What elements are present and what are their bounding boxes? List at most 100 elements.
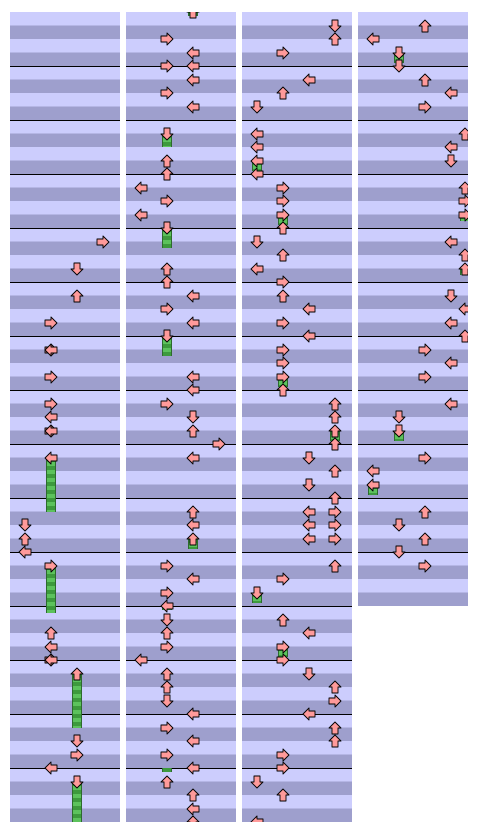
measure-line: [358, 336, 468, 337]
arrow-up-icon: [186, 505, 200, 519]
arrow-right-icon: [276, 46, 290, 60]
freeze-arrow-tail: [162, 228, 172, 249]
column-1: [10, 12, 120, 822]
arrow-up-icon: [186, 532, 200, 546]
arrow-down-icon: [302, 451, 316, 465]
arrow-down-icon: [302, 667, 316, 681]
arrow-down-icon: [392, 46, 406, 60]
measure-line: [10, 714, 120, 715]
arrow-right-icon: [276, 356, 290, 370]
freeze-arrow-tail: [46, 565, 56, 613]
arrow-down-icon: [70, 262, 84, 276]
measure-line: [10, 552, 120, 553]
measure-line: [358, 66, 468, 67]
arrow-left-icon: [302, 626, 316, 640]
arrow-up-icon: [328, 491, 342, 505]
arrow-left-icon: [186, 518, 200, 532]
arrow-left-icon: [186, 46, 200, 60]
measure-line: [242, 606, 352, 607]
arrow-left-icon: [186, 59, 200, 73]
arrow-up-icon: [70, 667, 84, 681]
measure-line: [10, 336, 120, 337]
arrow-left-icon: [250, 140, 264, 154]
measure-line: [10, 660, 120, 661]
arrow-left-icon: [250, 262, 264, 276]
measure-line: [126, 606, 236, 607]
arrow-right-icon: [160, 59, 174, 73]
arrow-up-icon: [328, 437, 342, 451]
arrow-left-icon: [160, 599, 174, 613]
measure-line: [242, 660, 352, 661]
arrow-up-icon: [160, 154, 174, 168]
arrow-left-icon: [302, 532, 316, 546]
arrow-up-icon: [160, 167, 174, 181]
freeze-arrow-tail: [162, 133, 172, 147]
arrow-up-icon: [160, 626, 174, 640]
measure-line: [10, 606, 120, 607]
arrow-right-icon: [276, 194, 290, 208]
measure-line: [242, 444, 352, 445]
arrow-right-icon: [276, 748, 290, 762]
arrow-down-icon: [160, 694, 174, 708]
measure-line: [10, 282, 120, 283]
measure-line: [126, 390, 236, 391]
arrow-down-icon: [392, 545, 406, 559]
arrow-right-icon: [276, 275, 290, 289]
arrow-left-icon: [186, 289, 200, 303]
measure-line: [10, 174, 120, 175]
arrow-right-icon: [160, 721, 174, 735]
measure-line: [126, 336, 236, 337]
arrow-left-icon: [186, 734, 200, 748]
measure-line: [242, 174, 352, 175]
arrow-up-icon: [418, 532, 432, 546]
arrow-down-icon: [160, 127, 174, 141]
measure-line: [242, 120, 352, 121]
arrow-right-icon: [276, 316, 290, 330]
arrow-left-icon: [186, 451, 200, 465]
arrow-down-icon: [392, 59, 406, 73]
measure-line: [358, 498, 468, 499]
arrow-right-icon: [418, 100, 432, 114]
arrow-right-icon: [458, 194, 468, 208]
arrow-right-icon: [70, 748, 84, 762]
arrow-up-icon: [328, 397, 342, 411]
measure-line: [242, 714, 352, 715]
arrow-left-icon: [186, 802, 200, 816]
arrow-left-icon: [302, 73, 316, 87]
arrow-right-icon: [160, 586, 174, 600]
measure-line: [126, 444, 236, 445]
arrow-down-icon: [392, 518, 406, 532]
arrow-left-icon: [444, 140, 458, 154]
measure-line: [358, 282, 468, 283]
arrow-right-icon: [44, 397, 58, 411]
arrow-up-icon: [328, 32, 342, 46]
measure-line: [358, 552, 468, 553]
arrow-right-icon: [276, 761, 290, 775]
measure-line: [242, 228, 352, 229]
arrow-left-icon: [444, 356, 458, 370]
measure-line: [358, 228, 468, 229]
arrow-left-icon: [186, 100, 200, 114]
arrow-up-icon: [44, 626, 58, 640]
arrow-down-icon: [250, 775, 264, 789]
measure-line: [242, 498, 352, 499]
arrow-up-icon: [276, 613, 290, 627]
arrow-up-icon: [276, 788, 290, 802]
arrow-up-icon: [160, 775, 174, 789]
arrow-left-icon: [134, 181, 148, 195]
arrow-up-icon: [186, 788, 200, 802]
arrow-right-icon: [328, 532, 342, 546]
arrow-down-icon: [444, 289, 458, 303]
lane-background: [10, 12, 120, 822]
arrow-left-icon: [458, 302, 468, 316]
measure-line: [10, 444, 120, 445]
arrow-right-icon: [328, 518, 342, 532]
arrow-right-icon: [276, 572, 290, 586]
arrow-left-icon: [18, 545, 32, 559]
arrow-right-icon: [160, 397, 174, 411]
measure-line: [126, 660, 236, 661]
arrow-down-icon: [160, 613, 174, 627]
measure-line: [242, 66, 352, 67]
arrow-right-icon: [44, 559, 58, 573]
arrow-up-icon: [458, 181, 468, 195]
